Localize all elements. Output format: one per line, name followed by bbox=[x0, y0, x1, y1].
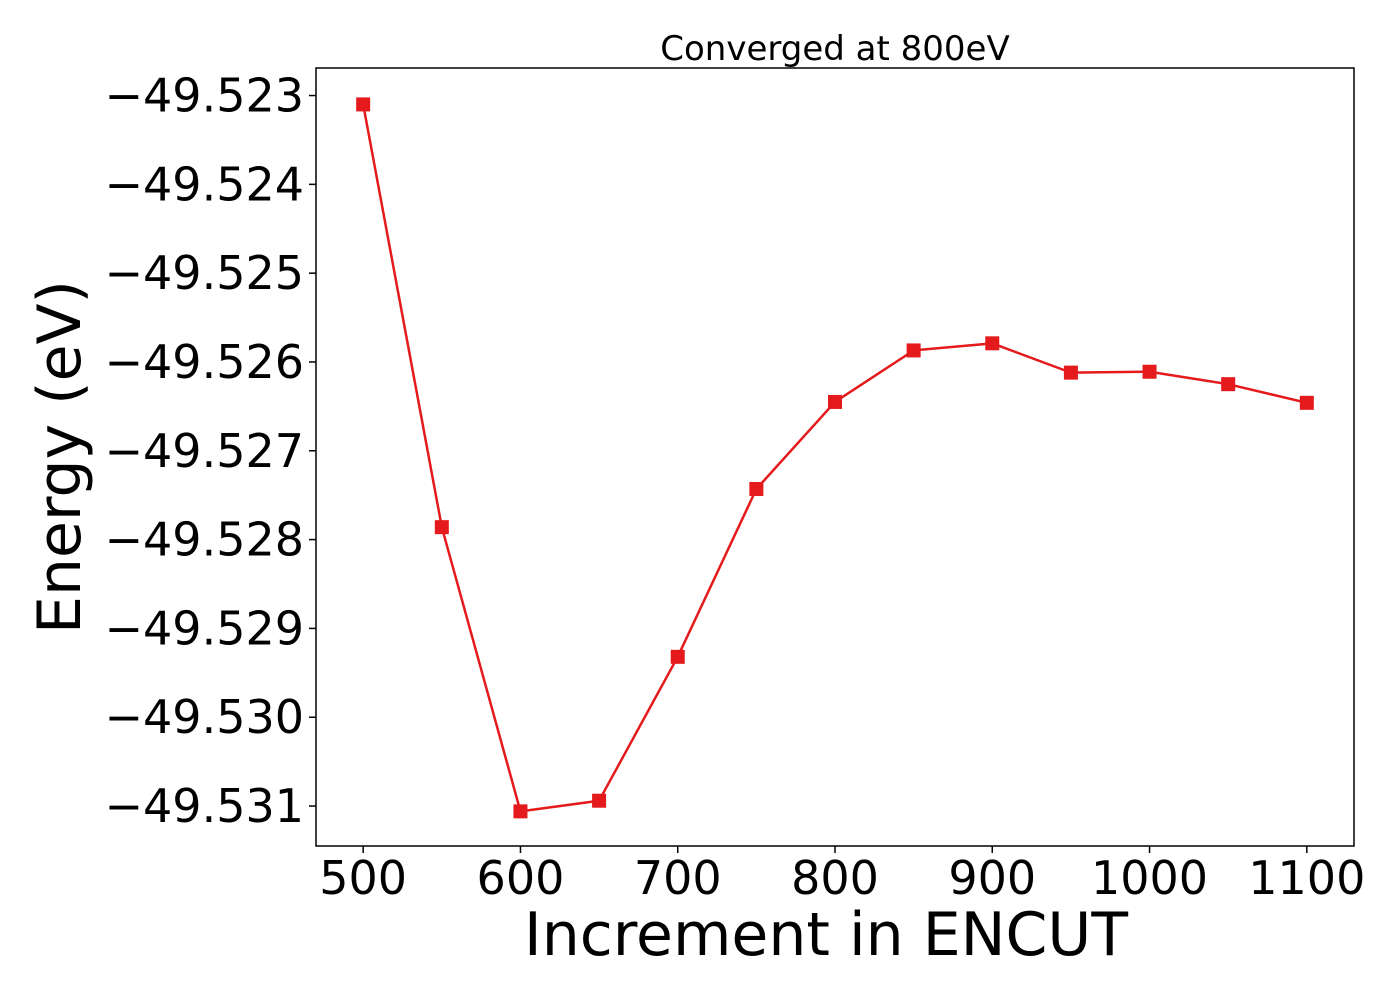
data-point-marker bbox=[670, 649, 685, 664]
x-tick-label: 1100 bbox=[1248, 851, 1365, 905]
data-point-marker bbox=[906, 343, 921, 358]
data-point-marker bbox=[985, 336, 1000, 351]
data-point-marker bbox=[513, 804, 528, 819]
x-tick-label: 700 bbox=[634, 851, 722, 905]
data-point-marker bbox=[1063, 365, 1078, 380]
y-tick-label: −49.530 bbox=[105, 690, 305, 744]
y-tick-label: −49.524 bbox=[105, 157, 305, 211]
x-tick-label: 1000 bbox=[1091, 851, 1208, 905]
series-energy bbox=[356, 97, 1314, 819]
y-tick-label: −49.527 bbox=[105, 424, 305, 478]
y-tick-label: −49.531 bbox=[105, 779, 305, 833]
y-tick-label: −49.523 bbox=[105, 69, 305, 123]
data-point-marker bbox=[1299, 395, 1314, 410]
x-axis: 500 600 700 800 900 1000 1100 bbox=[319, 846, 1365, 905]
y-tick-label: −49.528 bbox=[105, 513, 305, 567]
y-axis-label: Energy (eV) bbox=[25, 280, 95, 634]
x-axis-label: Increment in ENCUT bbox=[524, 900, 1128, 970]
data-point-marker bbox=[356, 97, 371, 112]
x-tick-label: 600 bbox=[477, 851, 565, 905]
data-point-marker bbox=[434, 520, 449, 535]
chart-title: Converged at 800eV bbox=[660, 29, 1009, 69]
data-point-marker bbox=[749, 481, 764, 496]
data-point-marker bbox=[1221, 377, 1236, 392]
x-tick-label: 800 bbox=[791, 851, 879, 905]
data-point-marker bbox=[1142, 364, 1157, 379]
y-tick-label: −49.526 bbox=[105, 335, 305, 389]
x-tick-label: 900 bbox=[948, 851, 1036, 905]
data-point-marker bbox=[828, 394, 842, 409]
y-tick-label: −49.529 bbox=[105, 601, 305, 655]
y-axis: −49.523 −49.524 −49.525 −49.526 −49.527 −49.5… bbox=[105, 69, 316, 833]
data-point-marker bbox=[592, 793, 607, 808]
x-tick-label: 500 bbox=[319, 851, 407, 905]
y-tick-label: −49.525 bbox=[105, 246, 305, 300]
